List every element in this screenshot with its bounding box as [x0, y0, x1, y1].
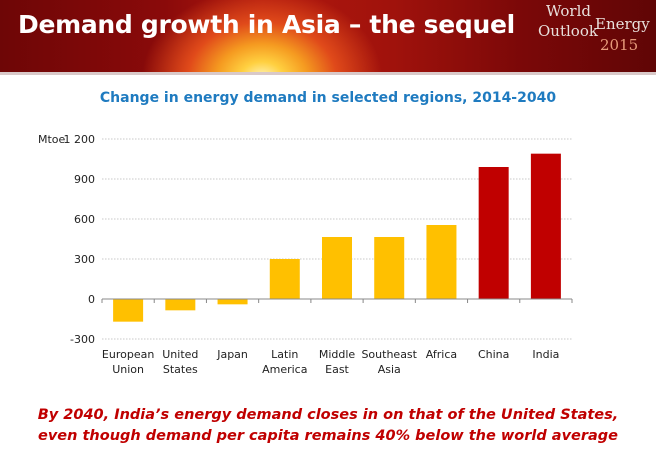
x-tick-label: United States — [162, 348, 198, 376]
y-axis-unit: Mtoe — [38, 133, 66, 146]
y-tick-label: 300 — [74, 253, 95, 266]
x-tick-label: India — [532, 348, 559, 361]
bar — [322, 237, 352, 299]
x-tick-label: Africa — [426, 348, 457, 361]
footer-line-1: By 2040, India’s energy demand closes in… — [37, 407, 619, 423]
y-tick-label: 900 — [74, 173, 95, 186]
header-divider — [0, 72, 656, 75]
weo-logo: World Energy Outlook 2015 — [538, 2, 650, 58]
footer-line-2: even though demand per capita remains 40… — [38, 428, 618, 444]
bar-chart: -300 0 300 600 900 1 200 European Union United St… — [38, 133, 573, 376]
slide-header: Demand growth in Asia – the sequel World… — [0, 0, 656, 72]
bar — [374, 237, 405, 299]
bar — [165, 299, 196, 311]
logo-year: 2015 — [600, 36, 639, 54]
x-tick-label: China — [478, 348, 509, 361]
logo-word-world: World — [546, 2, 591, 20]
y-tick-label: -300 — [70, 333, 95, 346]
x-tick-label: European Union — [102, 348, 154, 376]
y-tick-label: 600 — [74, 213, 95, 226]
bar — [426, 225, 457, 299]
logo-word-outlook: Outlook — [538, 22, 598, 40]
logo-word-energy: Energy — [595, 15, 650, 33]
bar — [113, 299, 144, 322]
slide-title: Demand growth in Asia – the sequel — [18, 10, 515, 39]
x-tick-label: Middle East — [319, 348, 356, 376]
bar — [269, 259, 300, 299]
y-tick-label: 1 200 — [64, 133, 96, 146]
bar — [217, 299, 248, 305]
footer-note: By 2040, India’s energy demand closes in… — [0, 405, 656, 447]
bar — [530, 153, 561, 299]
y-tick-label: 0 — [88, 293, 95, 306]
chart-title: Change in energy demand in selected regi… — [99, 90, 557, 106]
bar — [478, 167, 509, 299]
x-tick-label: Latin America — [262, 348, 307, 376]
x-tick-label: Southeast Asia — [361, 348, 417, 376]
x-tick-label: Japan — [216, 348, 248, 361]
